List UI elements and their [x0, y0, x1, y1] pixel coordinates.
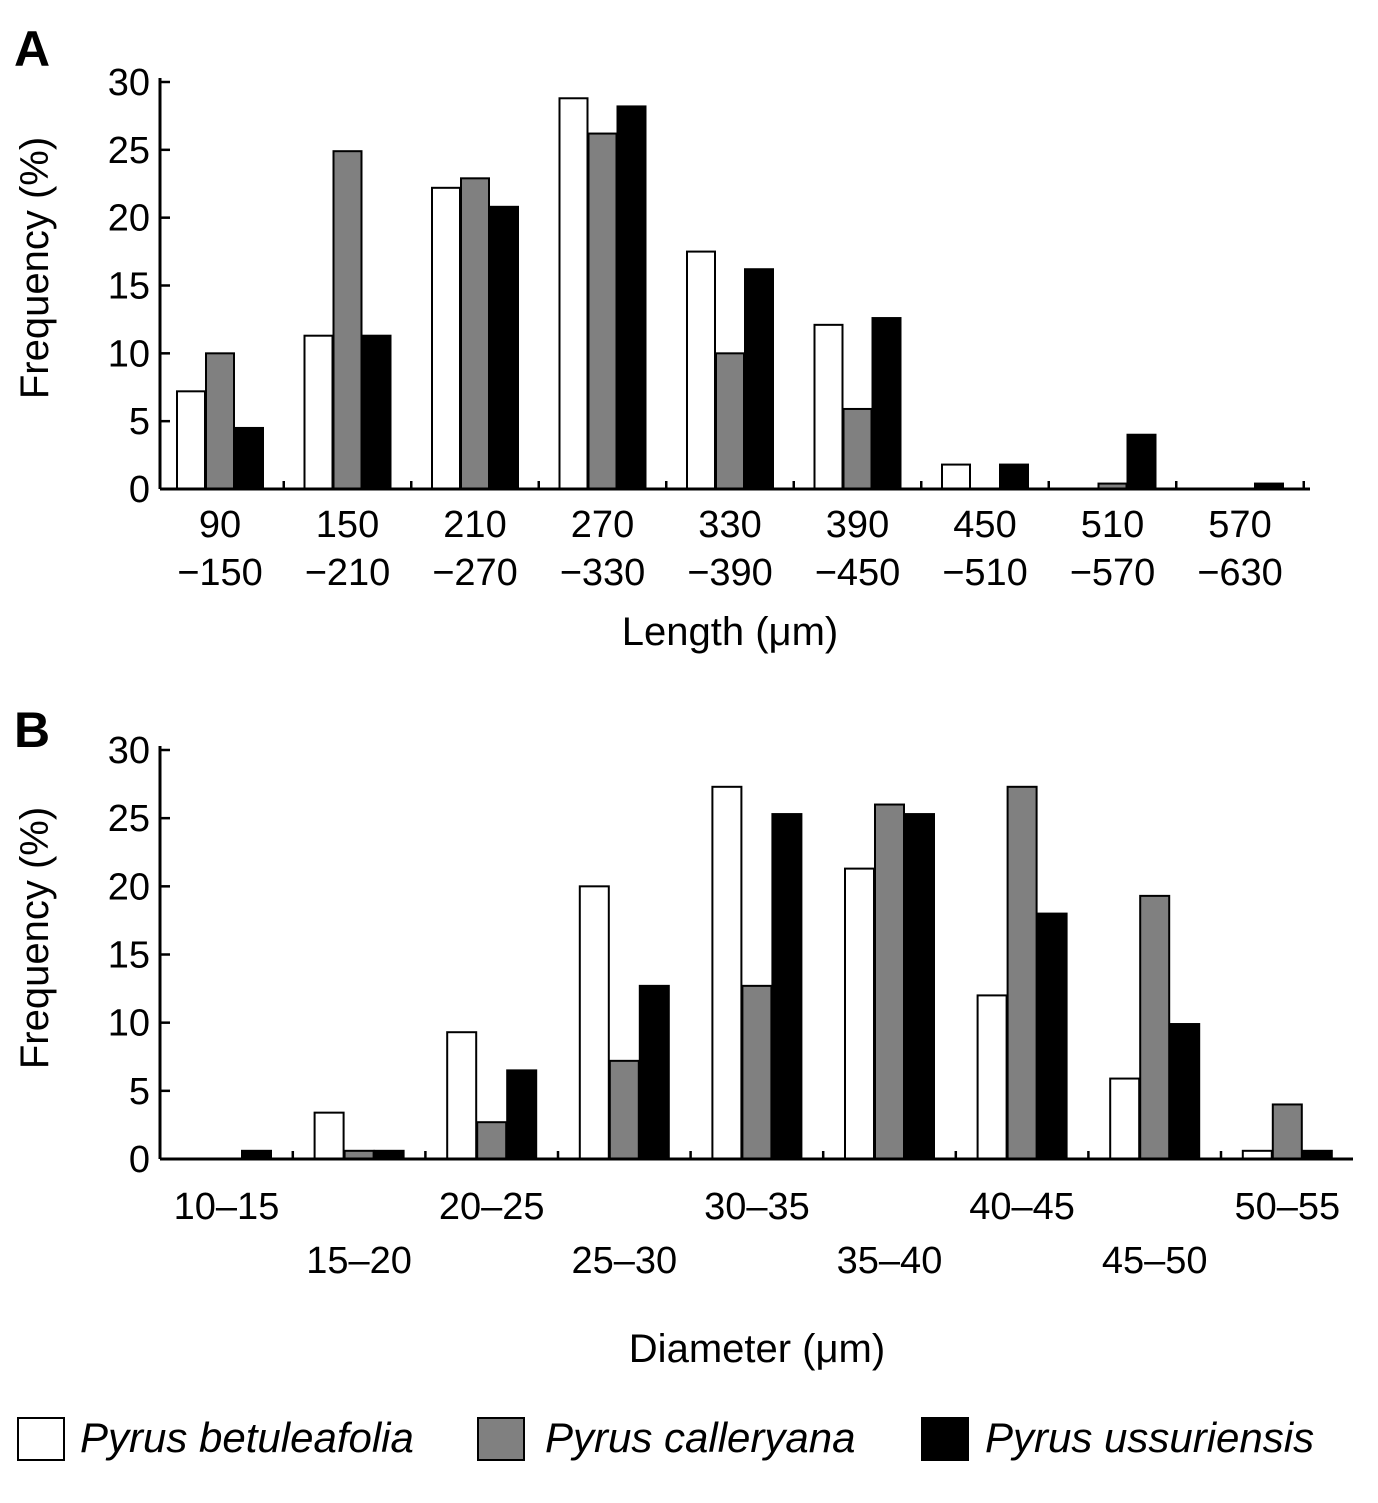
panel-b-bar-calleryana-8	[1271, 1103, 1303, 1161]
panel-b-ytick-label-1: 5	[129, 1071, 150, 1113]
panel-a-bar-ussuriensis-6	[999, 463, 1029, 490]
panel-a-ytick-label-5: 25	[108, 130, 150, 172]
panel-a-bar-calleryana-4	[715, 352, 745, 491]
panel-a-bar-ussuriensis-5	[871, 317, 902, 490]
panel-a-xtick-label-5-0: 390	[826, 504, 889, 546]
legend: Pyrus betuleafolia Pyrus calleryana Pyru…	[17, 1414, 1314, 1461]
panel-b-bar-calleryana-7	[1139, 894, 1171, 1160]
panel-a-xtick-label-4-1: −390	[687, 552, 773, 594]
panel-b-xtick-label-7: 45–50	[1102, 1240, 1208, 1282]
panel-b-bar-ussuriensis-7	[1169, 1023, 1201, 1161]
panel-a-ytick-label-3: 15	[108, 266, 150, 308]
panel-a-bar-ussuriensis-3	[616, 105, 647, 490]
panel-a-xtick-label-1-0: 150	[316, 504, 379, 546]
panel-b-bar-calleryana-6	[1006, 785, 1038, 1160]
panel-b-letter: B	[14, 702, 50, 758]
panel-a-bar-betuleafolia-3	[558, 97, 589, 490]
panel-a-bar-calleryana-5	[842, 407, 873, 490]
panel-a-bar-betuleafolia-5	[813, 323, 844, 490]
panel-b-xlabel: Diameter (μm)	[629, 1327, 885, 1371]
legend-label-betuleafolia: Pyrus betuleafolia	[80, 1414, 414, 1461]
panel-b-ytick-label-6: 30	[108, 730, 150, 772]
panel-b-xtick-label-2: 20–25	[439, 1186, 545, 1228]
panel-b-bar-ussuriensis-6	[1036, 912, 1068, 1160]
panel-b-bar-betuleafolia-5	[844, 867, 875, 1160]
panel-a-bar-ussuriensis-7	[1126, 433, 1157, 491]
panel-b-ytick-label-5: 25	[108, 798, 150, 840]
panel-a-chart: A Frequency (%) Length (μm) 051015202530…	[13, 21, 1310, 654]
panel-b-ylabel: Frequency (%)	[13, 807, 57, 1069]
panel-a-xtick-label-8-0: 570	[1208, 504, 1271, 546]
panel-a-xtick-label-2-0: 210	[443, 504, 506, 546]
panel-b-ytick-label-4: 20	[108, 866, 150, 908]
panel-b-xtick-label-3: 25–30	[571, 1240, 677, 1282]
panel-b-bar-calleryana-3	[608, 1059, 640, 1160]
panel-b-bar-ussuriensis-4	[771, 813, 803, 1160]
panel-a-xtick-label-4-0: 330	[698, 504, 761, 546]
panel-a-xtick-label-5-1: −450	[815, 552, 901, 594]
panel-b-ytick-label-0: 0	[129, 1139, 150, 1181]
panel-b-bar-betuleafolia-3	[578, 885, 610, 1160]
panel-a-bar-ussuriensis-1	[361, 334, 392, 490]
panel-b-bar-betuleafolia-1	[313, 1111, 345, 1160]
panel-a-ytick-label-6: 30	[108, 62, 150, 104]
panel-b-ytick-label-2: 10	[108, 1003, 150, 1045]
panel-a-bar-betuleafolia-6	[941, 463, 971, 490]
legend-swatch-ussuriensis	[921, 1417, 969, 1461]
panel-a-xtick-label-2-1: −270	[432, 552, 518, 594]
panel-a-bar-calleryana-3	[587, 132, 618, 490]
panel-a-ytick-label-1: 5	[129, 401, 150, 443]
panel-b-bar-ussuriensis-5	[904, 813, 935, 1160]
panel-b-xtick-label-4: 30–35	[704, 1186, 810, 1228]
panel-a-bar-calleryana-1	[332, 150, 363, 490]
panel-b-xtick-label-1: 15–20	[306, 1240, 412, 1282]
panel-b-bar-betuleafolia-2	[446, 1031, 478, 1160]
panel-b-bar-betuleafolia-7	[1109, 1077, 1141, 1161]
panel-a-bar-ussuriensis-2	[489, 205, 519, 491]
panel-a-xtick-label-6-1: −510	[942, 552, 1028, 594]
panel-a-bar-calleryana-0	[205, 352, 235, 491]
panel-a-xtick-label-8-1: −630	[1197, 552, 1283, 594]
panel-a-xtick-label-3-1: −330	[560, 552, 646, 594]
panel-b-xtick-label-5: 35–40	[837, 1240, 943, 1282]
panel-b-xtick-label-0: 10–15	[174, 1186, 280, 1228]
panel-a-letter: A	[14, 21, 50, 77]
panel-b-bar-betuleafolia-6	[976, 994, 1008, 1161]
panel-a-xtick-label-3-0: 270	[571, 504, 634, 546]
legend-swatch-calleryana	[477, 1417, 525, 1461]
panel-b-bar-calleryana-2	[476, 1121, 508, 1160]
panel-b-xtick-label-6: 40–45	[969, 1186, 1075, 1228]
panel-a-bar-betuleafolia-4	[686, 250, 716, 490]
panel-a-bar-betuleafolia-2	[431, 186, 461, 490]
panel-b-ytick-label-3: 15	[108, 935, 150, 977]
panel-a-ytick-label-2: 10	[108, 333, 150, 375]
panel-a-ytick-label-0: 0	[129, 469, 150, 511]
panel-a-xtick-label-7-0: 510	[1081, 504, 1144, 546]
legend-label-ussuriensis: Pyrus ussuriensis	[985, 1414, 1314, 1461]
panel-b-bar-ussuriensis-3	[638, 984, 670, 1161]
legend-label-calleryana: Pyrus calleryana	[545, 1414, 855, 1461]
panel-a-xtick-label-6-0: 450	[953, 504, 1016, 546]
panel-a-ylabel: Frequency (%)	[13, 137, 57, 399]
panel-a-bar-betuleafolia-0	[176, 390, 206, 491]
panel-b-bar-calleryana-5	[874, 803, 905, 1160]
panel-a-xtick-label-1-1: −210	[305, 552, 391, 594]
panel-b-chart: B Frequency (%) Diameter (μm) 0 5 10 15 20 25…	[13, 702, 1353, 1371]
panel-b-bar-calleryana-4	[741, 984, 773, 1161]
panel-a-ytick-label-4: 20	[108, 198, 150, 240]
panel-b-bar-betuleafolia-4	[711, 785, 743, 1160]
panel-a-xtick-label-0-1: −150	[177, 552, 263, 594]
panel-a-bar-calleryana-2	[460, 177, 490, 490]
panel-a-xtick-label-7-1: −570	[1070, 552, 1156, 594]
panel-b-bar-ussuriensis-2	[506, 1069, 538, 1160]
panel-a-bar-ussuriensis-0	[234, 426, 264, 491]
panel-a-bar-ussuriensis-4	[744, 268, 774, 490]
panel-a-xlabel: Length (μm)	[622, 610, 838, 654]
panel-a-bar-betuleafolia-1	[303, 334, 334, 490]
legend-swatch-betuleafolia	[17, 1417, 65, 1461]
panel-b-xtick-label-8: 50–55	[1234, 1186, 1340, 1228]
panel-a-xtick-label-0-0: 90	[199, 504, 241, 546]
